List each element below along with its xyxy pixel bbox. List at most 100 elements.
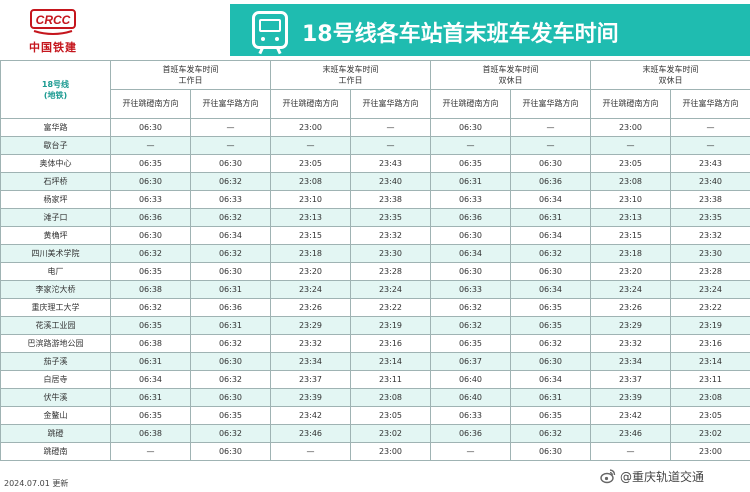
time-cell: 23:05 <box>350 406 431 425</box>
direction-header: 开往跳磴南方向 <box>110 89 191 119</box>
direction-header: 开往跳磴南方向 <box>270 89 351 119</box>
station-name: 花溪工业园 <box>0 316 111 335</box>
logo-text: 中国铁建 <box>29 41 77 54</box>
time-cell: 23:11 <box>670 370 750 389</box>
time-cell: 23:28 <box>350 262 431 281</box>
table-row: 茄子溪 06:31 06:30 23:34 23:14 06:37 06:30 23:34 23… <box>0 352 750 371</box>
line-type: (地铁) <box>43 90 68 100</box>
time-cell: 06:40 <box>430 370 511 389</box>
table-row: 李家沱大桥 06:38 06:31 23:24 23:24 06:33 06:34 23:24… <box>0 280 750 299</box>
direction-header: 开往跳磴南方向 <box>590 89 671 119</box>
crcc-logo-icon: CRCC <box>30 9 76 35</box>
time-cell: 06:34 <box>510 226 591 245</box>
time-cell: 23:35 <box>350 208 431 227</box>
time-cell: — <box>590 136 671 155</box>
time-cell: 23:28 <box>670 262 750 281</box>
time-cell: — <box>510 136 591 155</box>
time-cell: 06:32 <box>190 424 271 443</box>
station-name: 茄子溪 <box>0 352 111 371</box>
table-row: 金鳌山 06:35 06:35 23:42 23:05 06:33 06:35 23:42 23… <box>0 406 750 425</box>
time-cell: 06:30 <box>110 118 191 137</box>
time-cell: 23:39 <box>590 388 671 407</box>
time-cell: 23:24 <box>270 280 351 299</box>
time-cell: 23:32 <box>590 334 671 353</box>
time-cell: 06:30 <box>510 352 591 371</box>
time-cell: 06:30 <box>190 388 271 407</box>
time-cell: 23:42 <box>590 406 671 425</box>
station-name: 歇台子 <box>0 136 111 155</box>
time-cell: 06:35 <box>430 154 511 173</box>
timetable: 18号线 (地铁) 首班车发车时间 工作日 末班车发车时间 工作日 首班车发车时间双… <box>0 60 750 461</box>
watermark: @重庆轨道交通 <box>598 466 744 486</box>
time-cell: 23:46 <box>590 424 671 443</box>
time-cell: 23:15 <box>590 226 671 245</box>
table-row: 伏牛溪 06:31 06:30 23:39 23:08 06:40 06:31 23:39 23… <box>0 388 750 407</box>
direction-header: 开往富华路方向 <box>670 89 750 119</box>
time-cell: 06:35 <box>110 262 191 281</box>
station-name: 电厂 <box>0 262 111 281</box>
time-cell: 06:36 <box>110 208 191 227</box>
time-cell: 06:30 <box>510 262 591 281</box>
table-row: 歇台子 — — — — — — — — <box>0 136 750 155</box>
station-name: 跳磴 <box>0 424 111 443</box>
table-row: 重庆理工大学 06:32 06:36 23:26 23:22 06:32 06:35 23:2… <box>0 298 750 317</box>
time-cell: 06:32 <box>190 172 271 191</box>
time-cell: — <box>110 136 191 155</box>
time-cell: 06:32 <box>430 298 511 317</box>
time-cell: 23:34 <box>590 352 671 371</box>
time-cell: 06:35 <box>110 406 191 425</box>
time-cell: 23:42 <box>270 406 351 425</box>
time-cell: 23:26 <box>270 298 351 317</box>
time-cell: 23:13 <box>590 208 671 227</box>
station-name: 黄桷坪 <box>0 226 111 245</box>
time-cell: 23:40 <box>670 172 750 191</box>
time-cell: 06:32 <box>510 424 591 443</box>
time-cell: 06:38 <box>110 280 191 299</box>
time-cell: 23:14 <box>670 352 750 371</box>
time-cell: 06:31 <box>510 208 591 227</box>
time-cell: 23:18 <box>270 244 351 263</box>
time-cell: 06:31 <box>110 388 191 407</box>
time-cell: 06:30 <box>190 154 271 173</box>
time-cell: — <box>590 442 671 461</box>
time-cell: 06:34 <box>190 226 271 245</box>
time-cell: 23:05 <box>670 406 750 425</box>
time-cell: 23:39 <box>270 388 351 407</box>
station-name: 跳磴南 <box>0 442 111 461</box>
time-cell: 23:19 <box>350 316 431 335</box>
train-icon <box>252 11 288 55</box>
page-title: 18号线各车站首末班车发车时间 <box>302 22 619 47</box>
time-cell: 06:32 <box>110 244 191 263</box>
time-cell: 23:32 <box>350 226 431 245</box>
time-cell: 06:38 <box>110 334 191 353</box>
time-cell: 06:30 <box>510 154 591 173</box>
group-header: 首班车发车时间 双休日 <box>430 60 591 90</box>
weibo-icon <box>600 469 616 484</box>
time-cell: 23:22 <box>670 298 750 317</box>
update-date: 2024.07.01 更新 <box>2 478 71 489</box>
time-cell: 06:30 <box>430 226 511 245</box>
time-cell: 06:34 <box>110 370 191 389</box>
time-cell: 23:15 <box>270 226 351 245</box>
time-cell: 06:36 <box>510 172 591 191</box>
time-cell: 23:20 <box>270 262 351 281</box>
time-cell: — <box>510 118 591 137</box>
table-row: 电厂 06:35 06:30 23:20 23:28 06:30 06:30 23:20 23:… <box>0 262 750 281</box>
time-cell: 23:24 <box>670 280 750 299</box>
table-row: 巴滨路游地公园 06:38 06:32 23:32 23:16 06:35 06:32 23:… <box>0 334 750 353</box>
time-cell: 23:00 <box>270 118 351 137</box>
time-cell: 23:00 <box>670 442 750 461</box>
time-cell: 23:32 <box>270 334 351 353</box>
station-name: 滩子口 <box>0 208 111 227</box>
time-cell: 23:05 <box>270 154 351 173</box>
time-cell: — <box>270 136 351 155</box>
time-cell: 06:34 <box>510 280 591 299</box>
time-cell: 23:38 <box>670 190 750 209</box>
time-cell: — <box>430 442 511 461</box>
group-header: 首班车发车时间 工作日 <box>110 60 271 90</box>
time-cell: 06:32 <box>190 244 271 263</box>
time-cell: 23:24 <box>350 280 431 299</box>
time-cell: 06:37 <box>430 352 511 371</box>
time-cell: 06:33 <box>430 190 511 209</box>
time-cell: 06:40 <box>430 388 511 407</box>
